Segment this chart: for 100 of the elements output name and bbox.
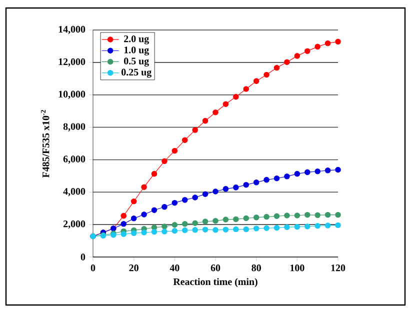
- point: [202, 226, 208, 232]
- point: [130, 198, 137, 204]
- point: [182, 227, 188, 234]
- point: [172, 148, 178, 154]
- point: [324, 168, 331, 174]
- point: [212, 109, 218, 116]
- point: [120, 231, 127, 238]
- point: [243, 215, 250, 222]
- x-tick-label: 80: [252, 264, 261, 272]
- point: [243, 182, 250, 188]
- point: [324, 212, 331, 218]
- x-tick-label: 0: [90, 264, 96, 272]
- y-tick-label: 8,000: [63, 123, 86, 132]
- point: [335, 222, 341, 228]
- y-tick-label: 4,000: [63, 188, 86, 196]
- point: [120, 212, 127, 219]
- point: [314, 212, 320, 218]
- point: [314, 44, 320, 50]
- point: [130, 216, 137, 222]
- point: [264, 225, 270, 232]
- point: [294, 53, 300, 59]
- point: [243, 86, 250, 92]
- point: [192, 127, 198, 133]
- y-axis-title: F485/F535 x10$^{-2}$: [40, 110, 50, 178]
- point: [141, 230, 147, 236]
- point: [172, 200, 178, 206]
- point: [233, 216, 239, 222]
- point: [243, 226, 250, 232]
- legend-label: 0.5 ug: [124, 58, 149, 66]
- point: [335, 212, 341, 218]
- point: [120, 221, 127, 227]
- point: [284, 212, 290, 218]
- point: [151, 170, 158, 177]
- point: [141, 212, 147, 218]
- point: [304, 212, 310, 218]
- point: [212, 188, 218, 194]
- legend-label: 1.0 ug: [124, 46, 149, 56]
- point: [284, 224, 290, 230]
- point: [335, 166, 341, 173]
- point: [192, 194, 198, 200]
- y-tick-label: 10,000: [58, 90, 86, 99]
- point: [284, 59, 290, 65]
- point: [324, 40, 331, 46]
- point: [264, 72, 270, 78]
- point: [233, 226, 239, 232]
- point: [212, 218, 218, 224]
- point: [162, 224, 168, 230]
- point: [222, 226, 229, 232]
- point: [222, 186, 229, 192]
- point: [202, 191, 208, 197]
- point: [253, 214, 260, 220]
- point: [294, 224, 300, 230]
- point: [314, 222, 320, 229]
- point: [202, 218, 208, 224]
- point: [304, 48, 310, 54]
- y-tick-label: 14,000: [58, 26, 86, 34]
- point: [182, 221, 188, 227]
- x-tick-label: 60: [210, 264, 220, 272]
- point: [274, 175, 280, 182]
- point: [314, 168, 320, 174]
- legend-label: 0.25 ug: [122, 68, 152, 78]
- point: [324, 222, 331, 228]
- point: [162, 228, 168, 234]
- point: [130, 230, 137, 236]
- point: [304, 169, 310, 176]
- point: [294, 212, 300, 218]
- point: [162, 158, 168, 164]
- point: [151, 207, 158, 214]
- x-tick-label: 120: [331, 264, 346, 272]
- point: [233, 94, 239, 100]
- point: [212, 227, 218, 233]
- point: [182, 197, 188, 203]
- legend-label: 2.0 ug: [124, 35, 149, 44]
- point: [182, 137, 188, 143]
- point: [253, 226, 260, 232]
- y-tick-label: 0: [80, 254, 86, 260]
- x-tick-label: 20: [129, 264, 138, 272]
- point: [172, 222, 178, 228]
- point: [274, 213, 280, 220]
- y-tick-label: 12,000: [58, 58, 86, 67]
- point: [162, 204, 168, 210]
- point: [172, 228, 178, 234]
- y-tick-label: 2,000: [63, 220, 86, 229]
- point: [141, 184, 147, 190]
- point: [274, 64, 280, 71]
- y-tick-label: 6,000: [63, 156, 86, 164]
- point: [284, 174, 290, 180]
- x-tick-label: 100: [290, 264, 304, 272]
- point: [253, 180, 260, 186]
- point: [335, 38, 341, 45]
- point: [233, 184, 239, 190]
- point: [151, 228, 158, 235]
- point: [222, 216, 229, 222]
- point: [222, 101, 229, 107]
- point: [264, 176, 270, 183]
- point: [274, 224, 280, 231]
- x-tick-label: 40: [170, 264, 180, 272]
- point: [202, 118, 208, 124]
- point: [192, 227, 198, 233]
- point: [253, 78, 260, 84]
